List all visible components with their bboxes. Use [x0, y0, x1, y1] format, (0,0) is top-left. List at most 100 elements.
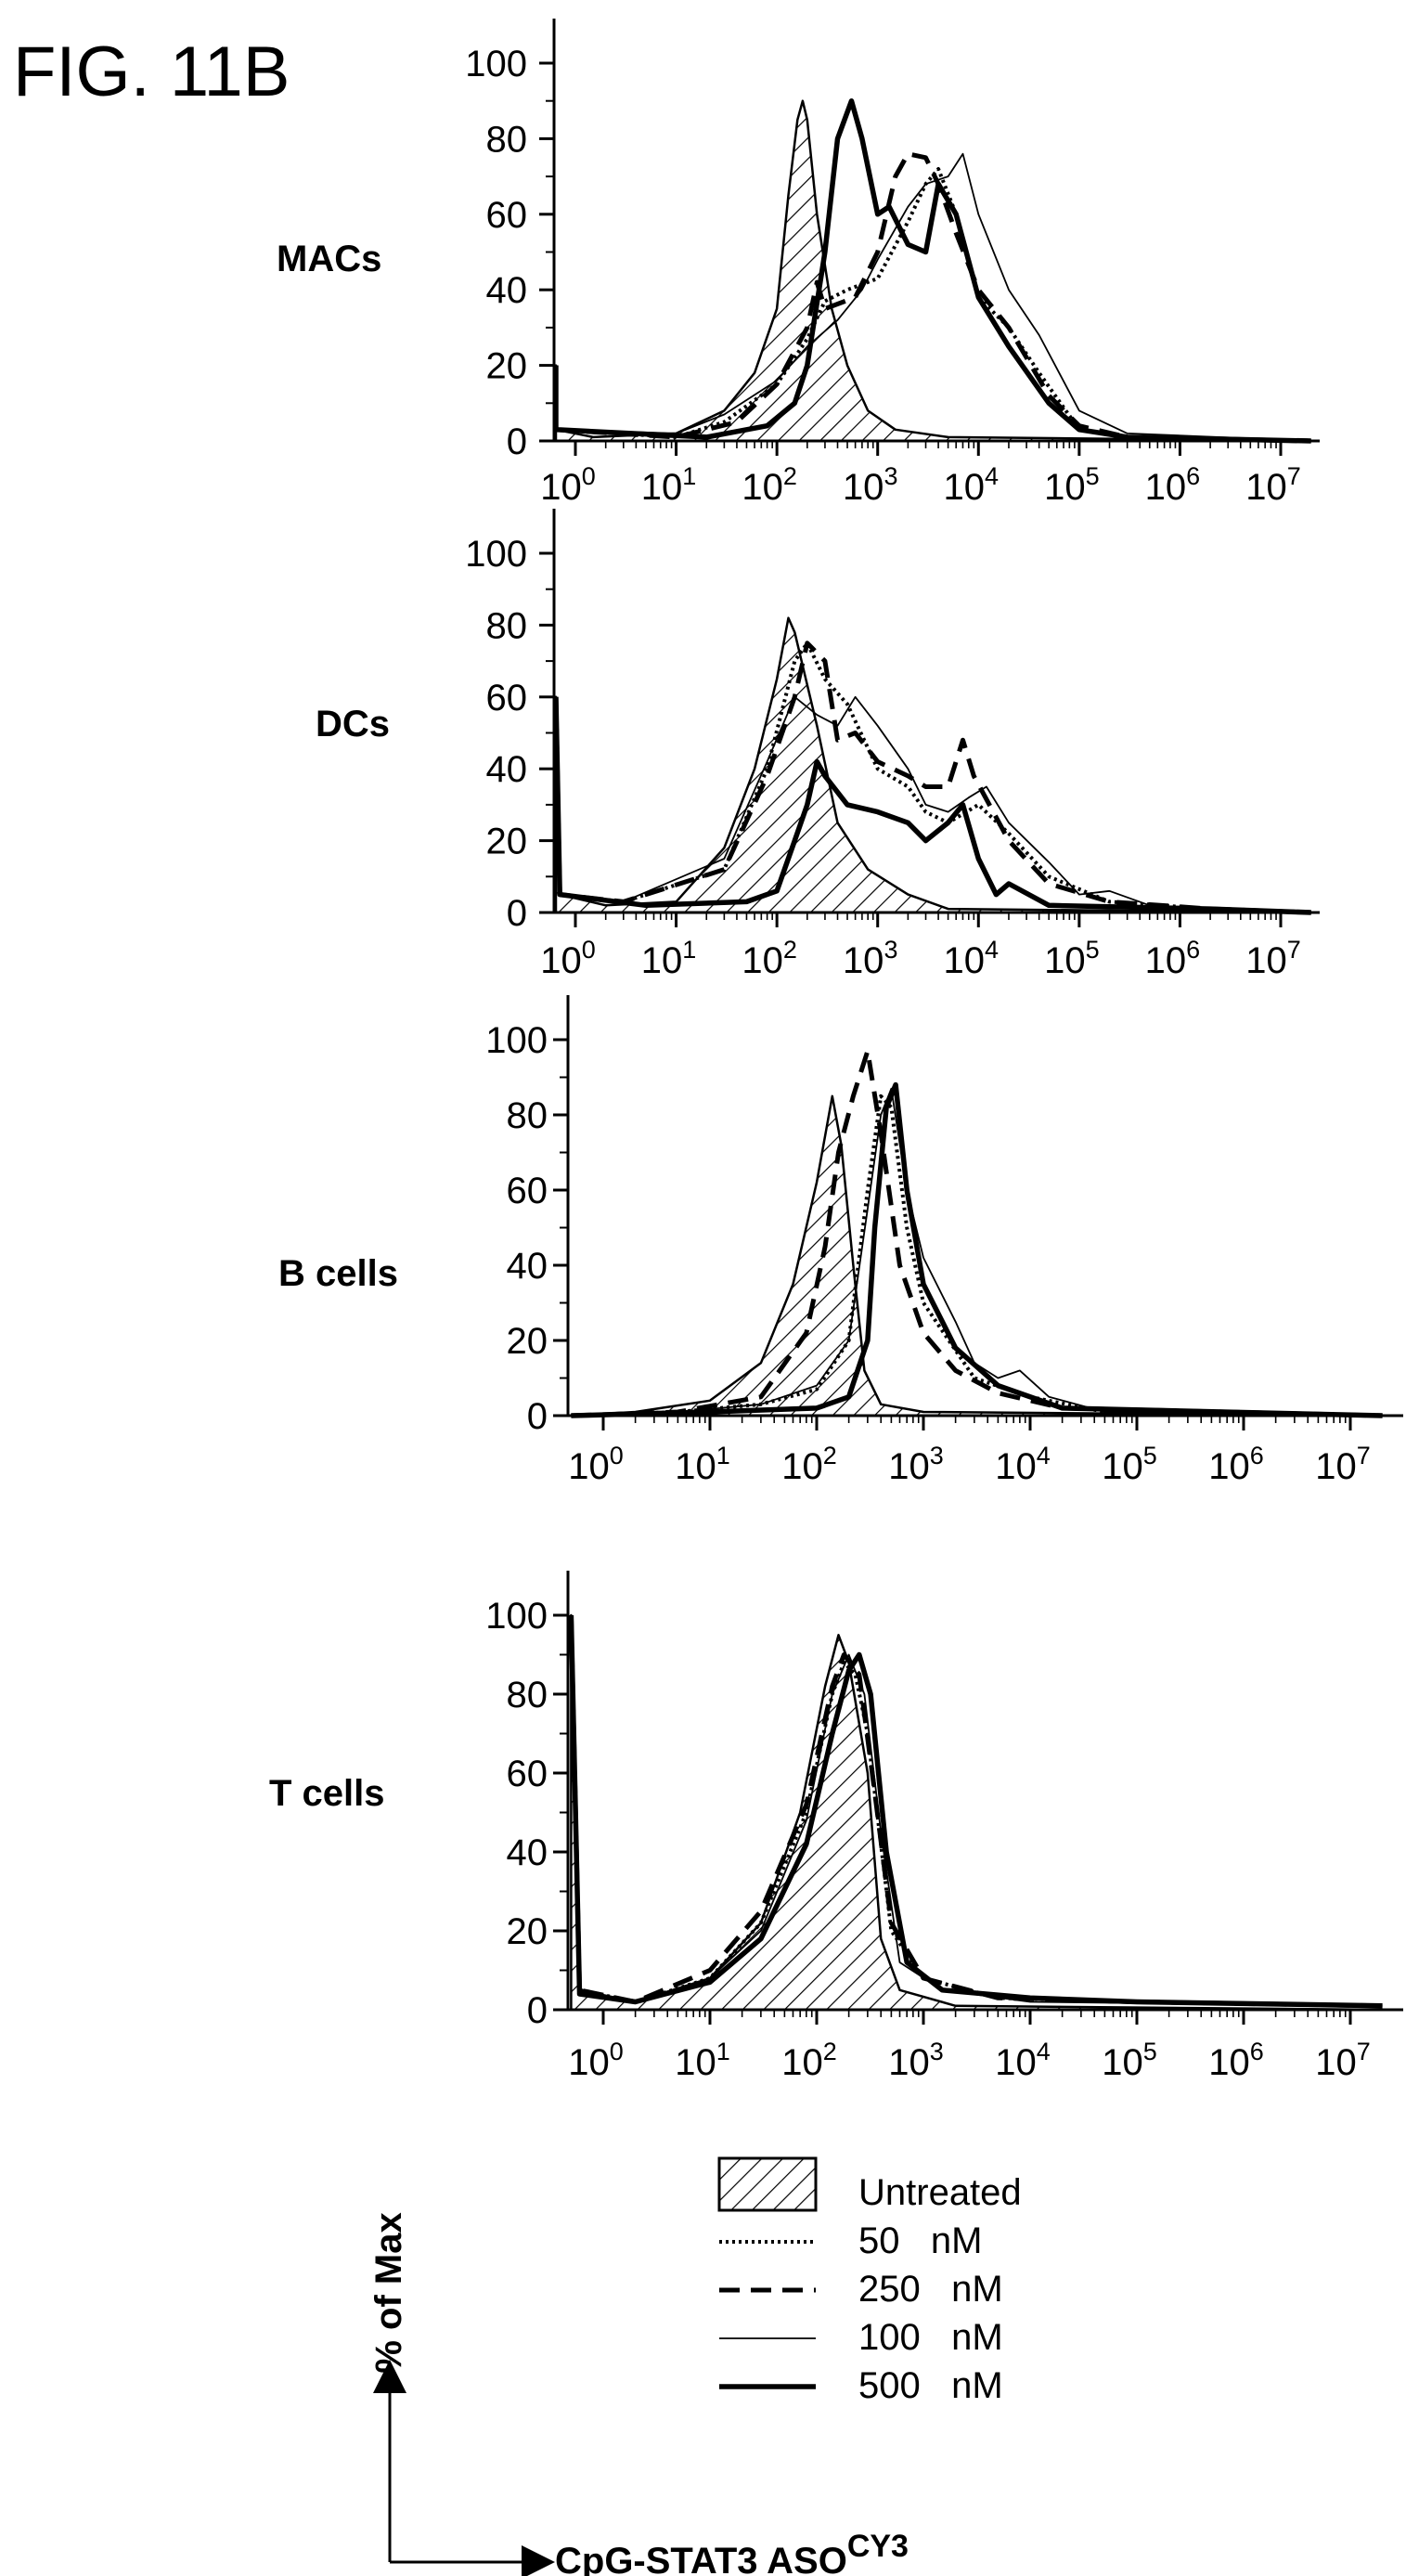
figure-title: FIG. 11B: [13, 32, 290, 111]
x-tick-label: 105: [1044, 462, 1100, 508]
x-key-label-text: CpG-STAT3 ASO: [555, 2541, 847, 2576]
x-tick-label: 105: [1102, 1442, 1157, 1487]
x-tick-label: 104: [944, 936, 1000, 981]
x-tick-label: 101: [641, 462, 697, 508]
x-tick-exponent: 5: [1086, 936, 1100, 964]
x-tick-label: 102: [781, 2038, 837, 2083]
x-tick-label: 106: [1145, 936, 1201, 981]
x-tick-exponent: 4: [985, 462, 999, 490]
x-tick-label: 101: [675, 2038, 730, 2083]
y-tick-label: 40: [486, 749, 528, 790]
series-thick-500-nm: [571, 1081, 1383, 1418]
y-key-label: % of Max: [368, 2212, 409, 2373]
legend-label: 250 nM: [858, 2269, 1003, 2310]
y-tick-label: 20: [486, 822, 528, 862]
legend-label: Untreated: [858, 2172, 1022, 2213]
series-dashed-250-nm: [553, 641, 1311, 915]
x-tick-label: 100: [568, 1442, 624, 1487]
x-tick-label: 101: [641, 936, 697, 981]
x-tick-exponent: 1: [716, 2038, 730, 2065]
x-tick-label: 106: [1145, 462, 1201, 508]
panel-label: B cells: [278, 1253, 398, 1294]
series-hatched-untreated: [554, 99, 1312, 443]
y-tick-label: 20: [486, 346, 528, 387]
x-tick-label: 103: [888, 2038, 944, 2083]
x-tick-base: 10: [1102, 2042, 1143, 2083]
x-tick-exponent: 1: [682, 936, 696, 964]
legend-item-thick: 500 nM: [719, 2365, 1003, 2406]
x-tick-base: 10: [843, 467, 884, 508]
y-tick-label: 80: [507, 1095, 548, 1136]
x-tick-label: 100: [540, 462, 596, 508]
series-dotted-50-nm: [554, 167, 1311, 443]
x-tick-base: 10: [742, 940, 783, 981]
x-tick-exponent: 3: [884, 462, 897, 490]
x-tick-label: 105: [1102, 2038, 1157, 2083]
x-tick-base: 10: [568, 2042, 610, 2083]
y-tick-label: 100: [465, 534, 527, 575]
x-tick-base: 10: [1044, 940, 1086, 981]
legend-item-dashed: 250 nM: [719, 2269, 1003, 2310]
x-tick-label: 100: [568, 2038, 624, 2083]
x-tick-exponent: 2: [823, 1442, 837, 1469]
x-tick-base: 10: [675, 2042, 716, 2083]
y-tick-label: 60: [486, 195, 528, 236]
x-tick-base: 10: [1245, 940, 1287, 981]
x-tick-label: 104: [995, 2038, 1051, 2083]
x-tick-base: 10: [568, 1446, 610, 1487]
x-tick-label: 107: [1245, 462, 1301, 508]
legend-item-dotted: 50 nM: [719, 2220, 982, 2261]
y-tick-label: 40: [486, 270, 528, 311]
x-tick-exponent: 6: [1250, 2038, 1264, 2065]
x-tick-exponent: 6: [1186, 936, 1200, 964]
legend-item-hatched: Untreated: [717, 2156, 1022, 2213]
x-tick-exponent: 6: [1250, 1442, 1264, 1469]
x-tick-base: 10: [781, 1446, 823, 1487]
y-tick-label: 80: [486, 605, 528, 646]
x-tick-base: 10: [843, 940, 884, 981]
x-tick-exponent: 1: [716, 1442, 730, 1469]
x-tick-label: 104: [944, 462, 1000, 508]
x-tick-exponent: 7: [1357, 2038, 1371, 2065]
x-tick-exponent: 0: [582, 936, 596, 964]
x-key-label-superscript: CY3: [847, 2529, 909, 2564]
panel-label: MACs: [277, 239, 381, 279]
x-tick-exponent: 3: [930, 1442, 944, 1469]
x-tick-exponent: 7: [1287, 462, 1301, 490]
x-tick-exponent: 7: [1357, 1442, 1371, 1469]
series-hatched-untreated: [570, 1613, 1384, 2012]
panel-label: T cells: [269, 1773, 385, 1814]
x-tick-exponent: 5: [1143, 1442, 1157, 1469]
x-tick-base: 10: [944, 467, 986, 508]
axis-key: % of Max CpG-STAT3 ASOCY3: [368, 2212, 909, 2576]
legend-label: 500 nM: [858, 2365, 1003, 2406]
x-tick-label: 106: [1208, 1442, 1264, 1487]
y-tick-label: 80: [486, 119, 528, 160]
legend-label: 100 nM: [858, 2317, 1003, 2358]
y-tick-label: 80: [507, 1675, 548, 1715]
x-tick-label: 107: [1315, 1442, 1371, 1487]
x-tick-base: 10: [1208, 2042, 1250, 2083]
x-tick-base: 10: [888, 2042, 930, 2083]
x-tick-base: 10: [944, 940, 986, 981]
x-tick-base: 10: [1145, 467, 1187, 508]
y-tick-label: 20: [507, 1911, 548, 1952]
x-tick-exponent: 0: [610, 2038, 624, 2065]
series-thin-100-nm: [555, 152, 1311, 442]
series-thick-500-nm: [553, 97, 1311, 444]
y-tick-label: 0: [507, 421, 527, 462]
x-tick-label: 107: [1245, 936, 1301, 981]
y-tick-label: 0: [527, 1990, 548, 2031]
x-tick-exponent: 5: [1143, 2038, 1157, 2065]
x-tick-exponent: 6: [1186, 462, 1200, 490]
y-tick-label: 100: [485, 1020, 548, 1061]
x-tick-base: 10: [1245, 467, 1287, 508]
y-tick-label: 20: [507, 1321, 548, 1362]
x-tick-base: 10: [781, 2042, 823, 2083]
x-tick-exponent: 2: [823, 2038, 837, 2065]
y-tick-label: 0: [527, 1396, 548, 1437]
x-tick-exponent: 7: [1287, 936, 1301, 964]
